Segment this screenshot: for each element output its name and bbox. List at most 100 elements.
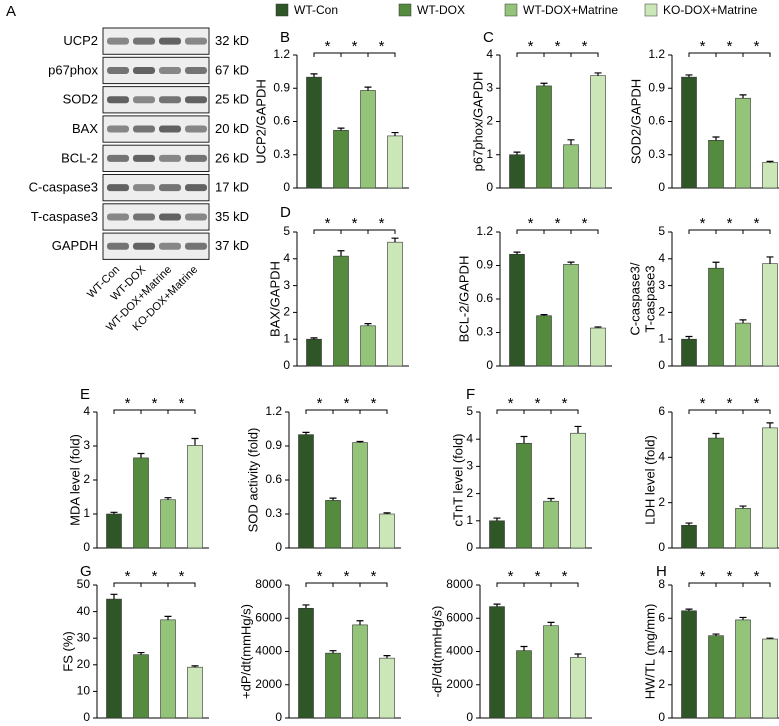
significance-label: * (125, 395, 131, 412)
significance-label: * (754, 38, 760, 55)
y-tick-label: 0 (275, 710, 282, 724)
bar (187, 666, 203, 719)
y-tick-label: 4000 (446, 644, 473, 658)
error-bar (191, 665, 199, 668)
error-bar (567, 261, 575, 265)
bar (489, 520, 505, 549)
bar (762, 162, 778, 189)
bar (106, 598, 122, 719)
y-tick-label: 4 (466, 431, 473, 445)
y-axis-label: BAX/GAPDH (267, 261, 282, 337)
error-bar (137, 651, 145, 655)
y-tick-label: 20 (77, 657, 91, 671)
blot-band (185, 184, 207, 192)
y-tick-label: 3 (658, 278, 665, 292)
error-bar (766, 160, 774, 163)
y-tick-label: 0 (486, 180, 493, 194)
significance-label: * (727, 568, 733, 585)
y-tick-label: 2 (658, 495, 665, 509)
y-axis-label: SOD2/GAPDH (628, 79, 643, 164)
protein-label: BAX (72, 121, 98, 136)
y-tick-label: 50 (77, 577, 91, 591)
y-tick-label: 4 (658, 644, 665, 658)
significance-label: * (371, 395, 377, 412)
panel-label: D (280, 204, 291, 221)
legend-label: WT-DOX+Matrine (523, 3, 618, 17)
significance-bracket (742, 229, 771, 234)
blot-band (185, 213, 207, 221)
size-label: 26 kD (215, 150, 249, 165)
significance-label: * (325, 215, 331, 232)
error-bar (493, 517, 501, 521)
error-bar (766, 637, 774, 640)
blot-band (185, 66, 207, 74)
protein-label: T-caspase3 (31, 209, 98, 224)
protein-label: BCL-2 (61, 150, 98, 165)
size-label: 32 kD (215, 33, 249, 48)
significance-label: * (528, 215, 534, 232)
bar (360, 90, 376, 189)
error-bar (712, 633, 720, 636)
y-tick-label: 3 (486, 80, 493, 94)
significance-label: * (317, 395, 323, 412)
y-axis-label: +dP/dt(mmHg/s) (238, 604, 253, 699)
blot-band (185, 125, 207, 133)
bar (681, 76, 697, 189)
protein-label: UCP2 (63, 33, 98, 48)
bar (681, 338, 697, 367)
y-tick-label: 4 (658, 450, 665, 464)
bar (735, 619, 751, 719)
blot-band (107, 96, 129, 104)
protein-label: SOD2 (63, 92, 98, 107)
error-bar (574, 653, 582, 658)
error-bar (383, 512, 391, 514)
error-bar (302, 604, 310, 609)
blot-band (107, 242, 129, 250)
error-bar (594, 72, 602, 76)
bar (360, 325, 376, 367)
panel-label: A (6, 3, 16, 20)
significance-label: * (754, 568, 760, 585)
error-bar (356, 440, 364, 443)
y-tick-label: 0.6 (265, 472, 282, 486)
bar (570, 432, 586, 549)
error-bar (739, 319, 747, 324)
y-tick-label: 1 (83, 506, 90, 520)
y-tick-label: 0 (83, 710, 90, 724)
error-bar (766, 422, 774, 428)
y-tick-label: 4000 (255, 644, 282, 658)
y-tick-label: 6000 (255, 610, 282, 624)
error-bar (712, 136, 720, 141)
bar (543, 625, 559, 719)
bar (160, 499, 176, 549)
bar (509, 154, 525, 189)
blot-band (133, 154, 155, 162)
y-tick-label: 5 (466, 404, 473, 418)
significance-label: * (152, 395, 158, 412)
error-bar (567, 139, 575, 145)
blot-band (133, 37, 155, 45)
blot-band (159, 154, 181, 162)
significance-label: * (700, 395, 706, 412)
bar (160, 619, 176, 719)
significance-label: * (344, 395, 350, 412)
error-bar (685, 608, 693, 611)
significance-label: * (555, 215, 561, 232)
y-tick-label: 0 (283, 358, 290, 372)
error-bar (574, 425, 582, 434)
error-bar (493, 603, 501, 607)
bar (133, 654, 149, 719)
y-tick-label: 0 (658, 358, 665, 372)
y-tick-label: 10 (77, 684, 91, 698)
significance-label: * (179, 395, 185, 412)
bar (590, 75, 606, 189)
significance-label: * (555, 38, 561, 55)
y-tick-label: 3 (466, 459, 473, 473)
y-tick-label: 0.9 (476, 258, 493, 272)
error-bar (391, 237, 399, 243)
error-bar (547, 621, 555, 626)
y-tick-label: 0.6 (648, 114, 665, 128)
y-tick-label: 2 (83, 472, 90, 486)
y-tick-label: 0.9 (648, 80, 665, 94)
